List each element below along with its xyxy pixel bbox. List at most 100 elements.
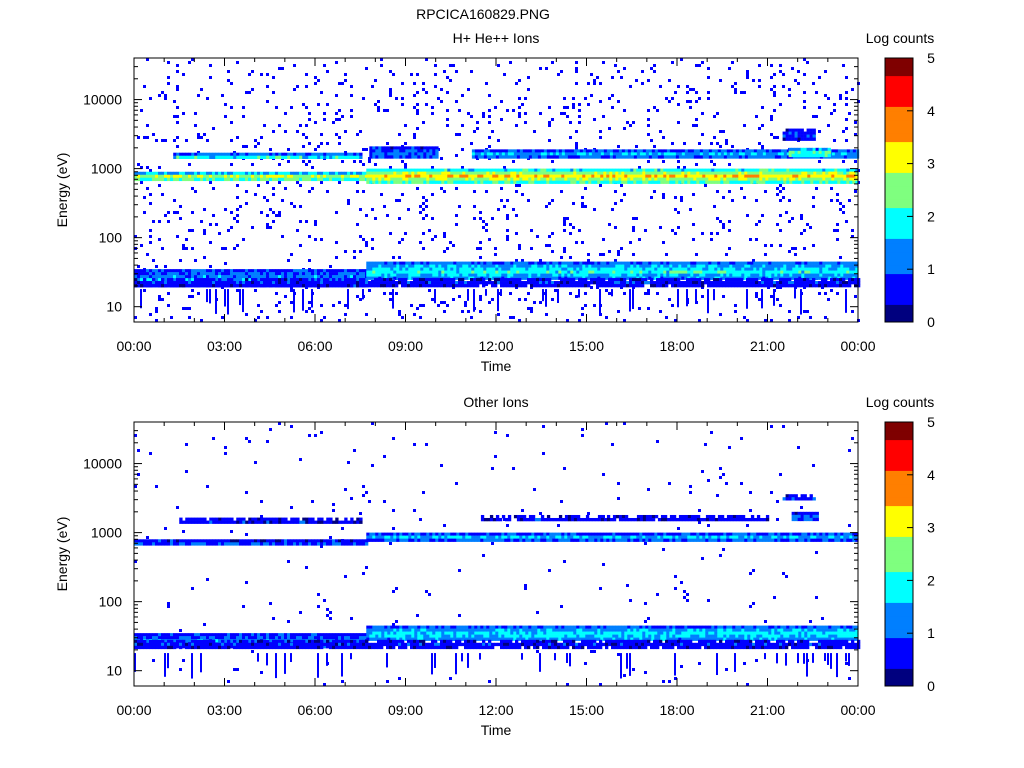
noise-cell bbox=[722, 196, 725, 199]
noise-cell bbox=[716, 190, 719, 193]
band-cell bbox=[417, 270, 421, 274]
noise-cell bbox=[302, 133, 305, 136]
band-cell bbox=[804, 180, 808, 184]
band-cell bbox=[822, 177, 826, 181]
band-cell bbox=[498, 155, 503, 159]
noise-cell bbox=[425, 199, 428, 202]
band-cell bbox=[699, 267, 703, 271]
band-cell bbox=[447, 267, 451, 271]
band-cell bbox=[387, 146, 391, 150]
band-cell bbox=[425, 278, 429, 282]
noise-cell bbox=[224, 262, 227, 265]
band-cell bbox=[519, 174, 523, 178]
band-cell bbox=[284, 272, 288, 276]
band-cell bbox=[414, 177, 418, 181]
band-cell bbox=[525, 149, 530, 153]
band-cell bbox=[203, 281, 207, 285]
band-cell bbox=[176, 174, 180, 179]
noise-cell bbox=[236, 184, 239, 187]
noise-cell bbox=[389, 88, 392, 91]
band-cell bbox=[555, 168, 559, 172]
noise-cell bbox=[224, 115, 227, 118]
noise-cell bbox=[479, 295, 482, 298]
band-cell bbox=[600, 264, 604, 268]
band-cell bbox=[681, 276, 685, 280]
band-cell bbox=[405, 177, 409, 181]
band-cell bbox=[744, 177, 748, 181]
band-cell bbox=[554, 281, 558, 285]
band-cell bbox=[750, 270, 754, 274]
band-cell bbox=[137, 275, 141, 279]
band-cell bbox=[405, 273, 409, 277]
noise-cell bbox=[827, 298, 830, 301]
noise-cell bbox=[296, 181, 299, 184]
band-cell bbox=[420, 273, 424, 277]
noise-cell bbox=[701, 286, 704, 289]
band-cell bbox=[293, 272, 297, 276]
noise-cell bbox=[431, 238, 434, 241]
band-cell bbox=[794, 128, 798, 132]
noise-cell bbox=[521, 103, 524, 106]
band-cell bbox=[251, 269, 255, 273]
band-cell bbox=[428, 278, 432, 282]
band-cell bbox=[633, 149, 638, 153]
band-cell bbox=[224, 275, 228, 279]
band-cell bbox=[375, 270, 379, 274]
noise-cell bbox=[308, 307, 311, 310]
streak-cell bbox=[800, 289, 802, 315]
band-cell bbox=[534, 177, 538, 181]
band-cell bbox=[338, 174, 342, 179]
band-cell bbox=[585, 261, 589, 265]
band-cell bbox=[818, 153, 822, 158]
band-cell bbox=[618, 155, 623, 159]
band-cell bbox=[513, 267, 517, 271]
band-cell bbox=[809, 150, 813, 155]
band-cell bbox=[494, 278, 498, 282]
noise-cell bbox=[593, 118, 596, 121]
band-cell bbox=[266, 281, 270, 285]
band-cell bbox=[771, 270, 775, 274]
band-cell bbox=[651, 261, 655, 265]
band-cell bbox=[366, 273, 370, 277]
band-cell bbox=[639, 273, 643, 277]
noise-cell bbox=[662, 160, 665, 163]
band-cell bbox=[275, 171, 279, 176]
band-cell bbox=[287, 272, 291, 276]
band-cell bbox=[470, 281, 474, 285]
band-cell bbox=[747, 171, 751, 175]
band-cell bbox=[218, 272, 222, 276]
band-cell bbox=[533, 278, 537, 282]
band-cell bbox=[429, 149, 433, 153]
noise-cell bbox=[821, 286, 824, 289]
band-cell bbox=[398, 281, 402, 285]
band-cell bbox=[245, 272, 249, 276]
band-cell bbox=[588, 174, 592, 178]
band-cell bbox=[540, 264, 544, 268]
band-cell bbox=[816, 264, 820, 268]
noise-cell bbox=[551, 298, 554, 301]
band-cell bbox=[405, 171, 409, 175]
band-cell bbox=[812, 147, 816, 152]
noise-cell bbox=[638, 238, 641, 241]
band-cell bbox=[359, 177, 363, 182]
band-cell bbox=[489, 155, 494, 159]
band-cell bbox=[375, 146, 379, 150]
band-cell bbox=[474, 155, 479, 159]
band-cell bbox=[224, 155, 228, 159]
band-cell bbox=[666, 261, 670, 265]
noise-cell bbox=[677, 85, 680, 88]
band-cell bbox=[801, 267, 805, 271]
noise-cell bbox=[248, 91, 251, 94]
band-cell bbox=[434, 281, 438, 285]
band-cell bbox=[317, 275, 321, 279]
band-cell bbox=[714, 152, 719, 156]
noise-cell bbox=[560, 70, 563, 73]
noise-cell bbox=[563, 250, 566, 253]
band-cell bbox=[476, 281, 480, 285]
noise-cell bbox=[278, 214, 281, 217]
band-cell bbox=[684, 152, 689, 156]
band-cell bbox=[191, 177, 195, 182]
noise-cell bbox=[176, 106, 179, 109]
band-cell bbox=[278, 177, 282, 182]
band-cell bbox=[458, 278, 462, 282]
